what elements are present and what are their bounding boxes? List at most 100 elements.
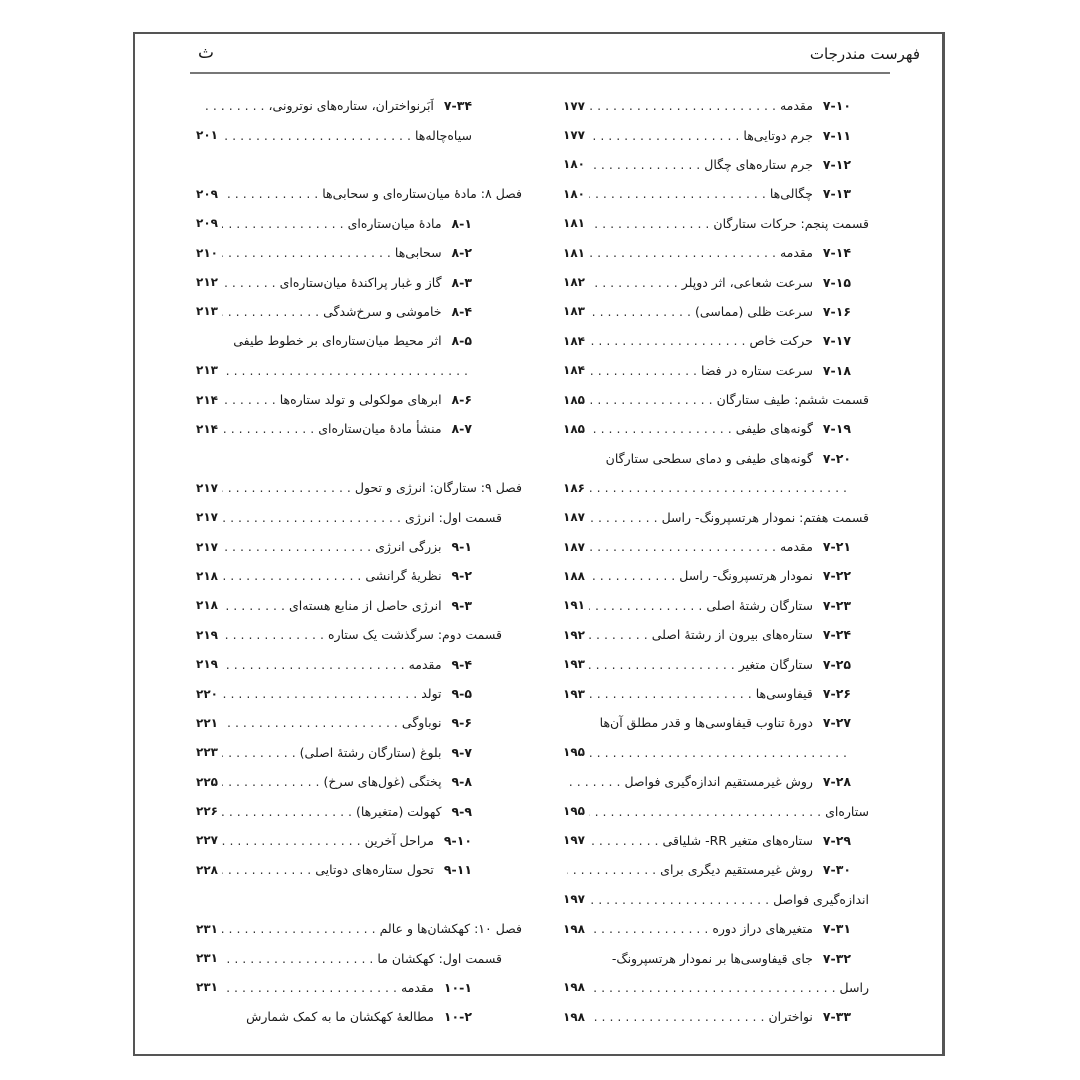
toc-entry-blank bbox=[196, 444, 532, 473]
toc-entry-item: ۹-۱ بزرگی انرژی ۲۱۷ bbox=[196, 532, 532, 561]
entry-page-number: ۲۲۵ bbox=[196, 774, 218, 789]
entry-page-number: ۲۱۳ bbox=[196, 363, 218, 378]
entry-page-number: ۲۱۷ bbox=[196, 480, 218, 495]
toc-entry-item: ۷-۱۹ گونه‌های طیفی ۱۸۵ bbox=[563, 414, 869, 443]
dot-leader bbox=[222, 186, 318, 201]
toc-entry-item: ۷-۳۰ روش غیرمستقیم دیگری برای bbox=[563, 855, 869, 884]
entry-title: قیفاوسی‌ها bbox=[755, 686, 813, 701]
toc-entry-section: قسمت اول: انرژی ۲۱۷ bbox=[196, 502, 532, 531]
dot-leader bbox=[589, 157, 700, 172]
entry-page-number: ۱۸۰ bbox=[563, 186, 585, 201]
dot-leader bbox=[589, 568, 675, 583]
toc-entry-item: ۷-۲۴ ستاره‌های بیرون از رشتهٔ اصلی ۱۹۲ bbox=[563, 620, 869, 649]
toc-entry-cont: راسل ۱۹۸ bbox=[563, 973, 869, 1002]
entry-title: راسل bbox=[839, 979, 869, 995]
dot-leader bbox=[222, 568, 361, 583]
entry-title: فصل ۸: مادهٔ میان‌ستاره‌ای و سحابی‌ها bbox=[322, 186, 522, 202]
dot-leader bbox=[222, 862, 311, 877]
entry-title: تحول ستاره‌های دوتایی bbox=[315, 862, 434, 878]
entry-number: ۷-۲۰ bbox=[822, 450, 851, 466]
entry-title: مطالعهٔ کهکشان ما به کمک شمارش bbox=[246, 1009, 434, 1025]
entry-page-number: ۲۳۱ bbox=[196, 980, 218, 995]
dot-leader bbox=[589, 304, 691, 319]
entry-number: ۷-۲۶ bbox=[822, 686, 851, 701]
dot-leader bbox=[589, 598, 702, 613]
entry-page-number: ۲۱۰ bbox=[196, 245, 218, 260]
entry-page-number: ۱۹۸ bbox=[563, 980, 585, 995]
entry-number: ۷-۲۹ bbox=[822, 832, 851, 848]
entry-page-number: ۱۹۸ bbox=[563, 921, 585, 936]
entry-number: ۸-۱ bbox=[451, 215, 472, 231]
toc-entry-item: ۸-۲ سحابی‌ها ۲۱۰ bbox=[196, 238, 532, 267]
entry-page-number: ۲۲۷ bbox=[196, 833, 218, 848]
entry-title: قسمت اول: کهکشان ما bbox=[377, 950, 502, 966]
entry-number: ۷-۱۳ bbox=[822, 186, 851, 202]
entry-page-number: ۱۸۴ bbox=[563, 333, 585, 348]
entry-title: حرکت خاص bbox=[749, 333, 813, 349]
header-rule bbox=[190, 72, 890, 74]
dot-leader bbox=[589, 333, 745, 348]
entry-number: ۹-۷ bbox=[451, 744, 472, 760]
toc-entry-section: قسمت اول: کهکشان ما ۲۳۱ bbox=[196, 943, 532, 972]
dot-leader bbox=[589, 804, 821, 819]
entry-title: جرم ستاره‌های چگال bbox=[704, 156, 813, 172]
toc-entry-item: ۷-۲۶ قیفاوسی‌ها ۱۹۳ bbox=[563, 679, 869, 708]
entry-page-number: ۱۸۱ bbox=[563, 216, 585, 231]
entry-page-number: ۲۱۴ bbox=[196, 421, 218, 436]
entry-number: ۷-۳۱ bbox=[822, 921, 851, 937]
entry-title: روش غیرمستقیم دیگری برای bbox=[660, 862, 813, 878]
dot-leader bbox=[222, 951, 373, 966]
dot-leader bbox=[222, 539, 371, 554]
entry-title: دورهٔ تناوب قیفاوسی‌ها و قدر مطلق آن‌ها bbox=[599, 715, 813, 731]
entry-page-number: ۲۱۸ bbox=[196, 568, 218, 583]
dot-leader bbox=[222, 216, 344, 231]
dot-leader bbox=[222, 774, 320, 789]
entry-title: سیاه‌چاله‌ها bbox=[414, 127, 472, 143]
entry-number: ۷-۱۵ bbox=[822, 274, 851, 290]
entry-title: مقدمه bbox=[400, 979, 434, 995]
entry-title: قسمت هفتم: نمودار هرتسپرونگ- راسل bbox=[661, 509, 869, 525]
entry-page-number: ۱۸۷ bbox=[563, 510, 585, 525]
entry-number: ۷-۲۸ bbox=[822, 774, 851, 790]
entry-number: ۷-۲۷ bbox=[822, 715, 851, 731]
entry-page-number: ۱۹۷ bbox=[563, 833, 585, 848]
entry-number: ۷-۱۲ bbox=[822, 156, 851, 172]
toc-entry-chapter: فصل ۹: ستارگان: انرژی و تحول ۲۱۷ bbox=[196, 473, 532, 502]
entry-page-number: ۲۰۱ bbox=[196, 128, 218, 143]
dot-leader bbox=[222, 598, 285, 613]
toc-entry-item: ۷-۳۳ نواختران ۱۹۸ bbox=[563, 1002, 869, 1031]
entry-title: اَبَرنواختران، ستاره‌های نوترونی، bbox=[268, 98, 434, 114]
entry-page-number: ۱۸۷ bbox=[563, 539, 585, 554]
toc-entry-item: ۸-۷ منشأ مادهٔ میان‌ستاره‌ای ۲۱۴ bbox=[196, 414, 532, 443]
entry-page-number: ۲۲۸ bbox=[196, 862, 218, 877]
entry-number: ۷-۳۲ bbox=[822, 950, 851, 966]
toc-entry-item: ۷-۱۲ جرم ستاره‌های چگال ۱۸۰ bbox=[563, 150, 869, 179]
entry-title: منشأ مادهٔ میان‌ستاره‌ای bbox=[318, 421, 442, 437]
dot-leader bbox=[222, 480, 351, 495]
entry-title: ستاره‌های بیرون از رشتهٔ اصلی bbox=[651, 627, 813, 643]
toc-entry-item: ۹-۹ کهولت (متغیرها) ۲۲۶ bbox=[196, 796, 532, 825]
entry-title: ستارگان متغیر bbox=[738, 656, 813, 672]
dot-leader bbox=[222, 392, 276, 407]
entry-page-number: ۱۹۳ bbox=[563, 686, 585, 701]
entry-title: سرعت ظلی (مماسی) bbox=[694, 303, 813, 319]
toc-entry-item: ۸-۶ ابرهای مولکولی و تولد ستاره‌ها ۲۱۴ bbox=[196, 385, 532, 414]
dot-leader bbox=[589, 657, 735, 672]
entry-number: ۷-۱۱ bbox=[822, 127, 851, 143]
entry-page-number: ۱۹۲ bbox=[563, 627, 585, 642]
entry-number: ۸-۵ bbox=[451, 333, 472, 349]
dot-leader bbox=[222, 128, 411, 143]
entry-number: ۷-۱۰ bbox=[822, 98, 851, 114]
dot-leader bbox=[222, 421, 314, 436]
entry-number: ۸-۴ bbox=[451, 303, 472, 319]
dot-leader bbox=[567, 774, 620, 789]
entry-number: ۷-۱۸ bbox=[822, 362, 851, 378]
entry-number: ۷-۱۶ bbox=[822, 303, 851, 319]
entry-number: ۷-۲۵ bbox=[822, 656, 851, 672]
entry-number: ۷-۱۹ bbox=[822, 421, 851, 437]
dot-leader bbox=[589, 892, 769, 907]
running-header-title: فهرست مندرجات bbox=[809, 45, 920, 63]
entry-page-number: ۲۲۱ bbox=[196, 715, 218, 730]
entry-number: ۹-۶ bbox=[451, 715, 472, 731]
entry-title: سحابی‌ها bbox=[394, 245, 442, 261]
